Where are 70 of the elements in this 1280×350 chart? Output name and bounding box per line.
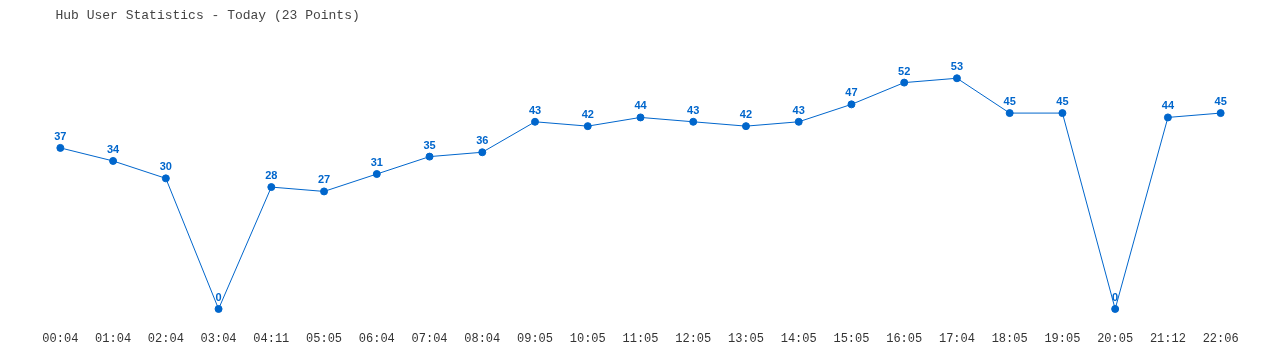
x-tick-label: 17:04 [938, 331, 975, 346]
point [161, 174, 170, 183]
data-label: 0 [215, 290, 222, 303]
x-tick-label: 16:05 [886, 331, 923, 346]
data-label: 47 [845, 86, 858, 99]
data-label: 34 [106, 142, 121, 155]
point [531, 117, 540, 126]
x-tick-label: 13:05 [727, 331, 764, 346]
point [689, 117, 698, 126]
point [425, 152, 434, 161]
x-tick-label: 11:05 [622, 331, 659, 346]
point [1058, 109, 1067, 118]
x-tick-label: 14:05 [780, 331, 817, 346]
x-tick-label: 12:05 [675, 331, 712, 346]
point [1216, 109, 1225, 118]
x-tick-label: 06:04 [358, 331, 395, 346]
point [636, 113, 645, 122]
data-label: 42 [739, 108, 753, 121]
x-tick-label: 15:05 [833, 331, 870, 346]
point [952, 74, 961, 83]
x-tick-label: 22:06 [1202, 331, 1239, 346]
data-label: 35 [423, 138, 436, 151]
point [1111, 304, 1120, 313]
x-tick-label: 19:05 [1044, 331, 1081, 346]
x-tick-label: 08:04 [464, 331, 501, 346]
point [320, 187, 329, 196]
point [478, 148, 487, 157]
x-tick-label: 09:05 [517, 331, 554, 346]
point [372, 170, 381, 179]
point [794, 117, 803, 126]
data-label: 37 [54, 129, 67, 142]
data-label: 53 [950, 60, 964, 73]
point [847, 100, 856, 109]
point [267, 183, 276, 192]
point [900, 78, 909, 87]
x-tick-label: 04:11 [253, 331, 290, 346]
point [56, 143, 65, 152]
data-label: 43 [687, 103, 700, 116]
point [109, 156, 118, 165]
data-label: 28 [265, 169, 278, 182]
data-label: 27 [317, 173, 331, 186]
data-label: 45 [1056, 95, 1069, 108]
data-label: 0 [1112, 290, 1119, 303]
point [1005, 109, 1014, 118]
chart-title: Hub User Statistics - Today (23 Points) [55, 7, 360, 23]
x-tick-label: 02:04 [147, 331, 184, 346]
data-label: 36 [476, 134, 489, 147]
data-label: 43 [792, 103, 805, 116]
x-tick-label: 01:04 [95, 331, 132, 346]
data-label: 44 [634, 99, 648, 112]
data-label: 45 [1214, 95, 1227, 108]
x-tick-label: 07:04 [411, 331, 448, 346]
data-label: 45 [1003, 95, 1016, 108]
x-tick-label: 10:05 [569, 331, 606, 346]
x-tick-label: 00:04 [42, 331, 79, 346]
x-tick-label: 03:04 [200, 331, 237, 346]
x-tick-label: 05:05 [306, 331, 343, 346]
data-label: 44 [1161, 99, 1175, 112]
data-label: 42 [581, 108, 594, 121]
point [1163, 113, 1172, 122]
x-tick-label: 18:05 [991, 331, 1028, 346]
data-label: 30 [159, 160, 172, 173]
data-label: 52 [898, 64, 911, 77]
x-tick-label: 20:05 [1097, 331, 1134, 346]
point [741, 122, 750, 131]
point [583, 122, 592, 131]
data-label: 31 [370, 156, 383, 169]
data-label: 43 [528, 103, 542, 116]
x-tick-label: 21:12 [1149, 331, 1186, 346]
point [214, 304, 223, 313]
